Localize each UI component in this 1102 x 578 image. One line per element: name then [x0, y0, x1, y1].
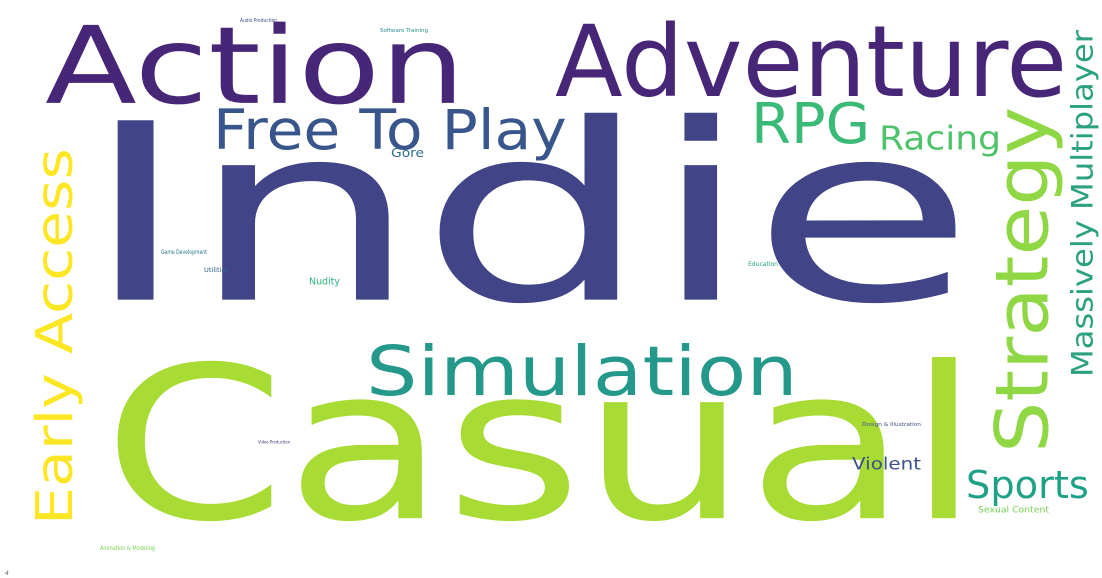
word-software-training: Software Training: [380, 27, 429, 34]
word-design-illustration: Design & Illustration: [862, 421, 921, 428]
word-game-development: Game Development: [161, 248, 207, 256]
word-massively-multiplayer: Massively Multiplayer: [1065, 30, 1100, 377]
word-indie: Indie: [82, 70, 975, 359]
word-action: Action: [45, 3, 466, 129]
word-animation-modeling: Animation & Modeling: [100, 544, 156, 552]
word-rpg: RPG: [751, 90, 871, 157]
word-racing: Racing: [879, 119, 1002, 158]
word-early-access: Early Access: [24, 148, 85, 525]
word-simulation: Simulation: [366, 330, 798, 412]
word-violent: Violent: [852, 453, 922, 474]
word-sports: Sports: [966, 462, 1089, 508]
word-gore: Gore: [391, 145, 425, 160]
word-strategy: Strategy: [979, 106, 1065, 454]
word-casual: Casual: [103, 320, 981, 569]
word-video-production: Video Production: [258, 439, 290, 445]
word-adventure: Adventure: [555, 4, 1068, 120]
corner-mark: 4: [5, 570, 9, 577]
word-sexual-content: Sexual Content: [978, 504, 1050, 515]
word-audio-production: Audio Production: [240, 17, 278, 24]
word-education: Education: [748, 260, 778, 268]
word-nudity: Nudity: [309, 275, 340, 287]
word-free-to-play: Free To Play: [213, 98, 567, 163]
word-utilities: Utilities: [204, 266, 230, 274]
